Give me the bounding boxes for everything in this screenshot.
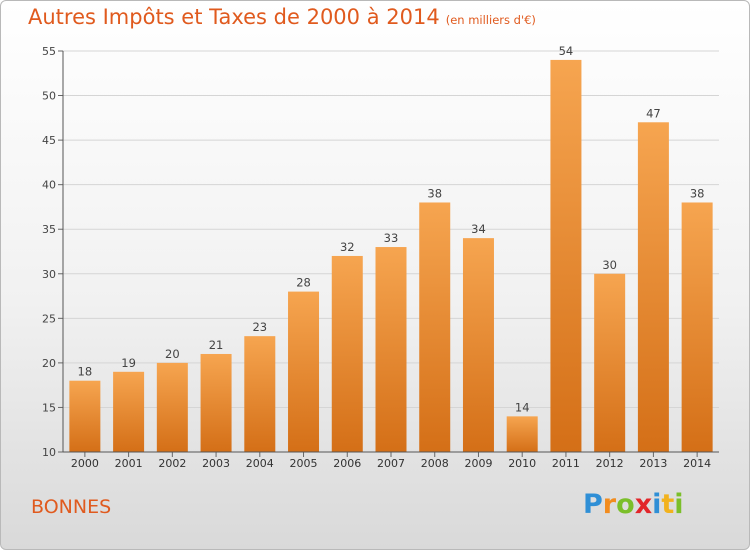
- x-tick-label: 2001: [115, 457, 143, 470]
- logo-letter: o: [616, 489, 635, 520]
- bar: [288, 291, 320, 452]
- bar: [113, 371, 145, 452]
- bar-value-label: 47: [646, 106, 661, 120]
- bar: [200, 353, 232, 452]
- bar: [594, 273, 626, 452]
- x-tick-label: 2007: [377, 457, 405, 470]
- bar-value-label: 21: [209, 338, 224, 352]
- x-tick-label: 2011: [552, 457, 580, 470]
- bar-value-label: 38: [690, 186, 705, 200]
- y-tick-label: 25: [42, 312, 56, 325]
- bar: [550, 59, 582, 453]
- logo-letter: r: [602, 489, 617, 520]
- x-tick-label: 2009: [464, 457, 492, 470]
- bar: [69, 380, 101, 452]
- bar-value-label: 33: [384, 231, 399, 245]
- y-tick-label: 15: [42, 401, 56, 414]
- bar-value-label: 18: [78, 365, 93, 379]
- logo-letter: t: [661, 489, 675, 520]
- x-tick-label: 2003: [202, 457, 230, 470]
- x-tick-label: 2010: [508, 457, 536, 470]
- bar: [506, 416, 538, 452]
- bar-value-label: 34: [471, 222, 486, 236]
- x-tick-label: 2012: [596, 457, 624, 470]
- logo-letter: P: [583, 489, 603, 520]
- y-tick-label: 50: [42, 90, 56, 103]
- bar: [637, 122, 669, 453]
- logo-letter: x: [634, 489, 653, 520]
- chart-title: Autres Impôts et Taxes de 2000 à 2014 (en…: [28, 5, 536, 29]
- proxiti-logo: Proxiti: [583, 489, 684, 520]
- x-tick-label: 2014: [683, 457, 711, 470]
- bar-value-label: 38: [427, 186, 442, 200]
- bar: [375, 247, 407, 452]
- bar-value-label: 19: [121, 356, 136, 370]
- place-name: BONNES: [31, 496, 112, 518]
- chart-title-text: Autres Impôts et Taxes de 2000 à 2014: [28, 5, 440, 29]
- y-tick-label: 40: [42, 179, 56, 192]
- x-tick-label: 2002: [158, 457, 186, 470]
- x-tick-label: 2005: [290, 457, 318, 470]
- bar-value-label: 28: [296, 276, 311, 290]
- bar-value-label: 32: [340, 240, 355, 254]
- bar: [156, 362, 188, 452]
- x-tick-label: 2006: [333, 457, 361, 470]
- bar: [462, 238, 494, 452]
- bar-value-label: 23: [252, 320, 267, 334]
- x-tick-label: 2004: [246, 457, 274, 470]
- bar: [419, 202, 451, 452]
- logo-letter: i: [652, 489, 662, 520]
- x-tick-label: 2000: [71, 457, 99, 470]
- bar: [681, 202, 713, 452]
- bar-value-label: 30: [602, 258, 617, 272]
- logo-letter: i: [674, 489, 684, 520]
- y-tick-label: 10: [42, 446, 56, 459]
- y-tick-label: 35: [42, 223, 56, 236]
- bar-value-label: 20: [165, 347, 180, 361]
- bar: [244, 336, 276, 452]
- bar-chart: 18 19 20 21 23 28 32 33 38 34 14 54 30 47 38 10 15 20 25 3…: [42, 44, 719, 470]
- x-tick-label: 2013: [639, 457, 667, 470]
- y-tick-label: 20: [42, 357, 56, 370]
- bar-value-label: 14: [515, 400, 530, 414]
- x-tick-label: 2008: [421, 457, 449, 470]
- chart-subtitle: (en milliers d'€): [445, 13, 536, 27]
- bar: [331, 255, 363, 452]
- y-tick-label: 45: [42, 134, 56, 147]
- y-tick-label: 55: [42, 45, 56, 58]
- bar-value-label: 54: [559, 44, 574, 58]
- y-tick-label: 30: [42, 268, 56, 281]
